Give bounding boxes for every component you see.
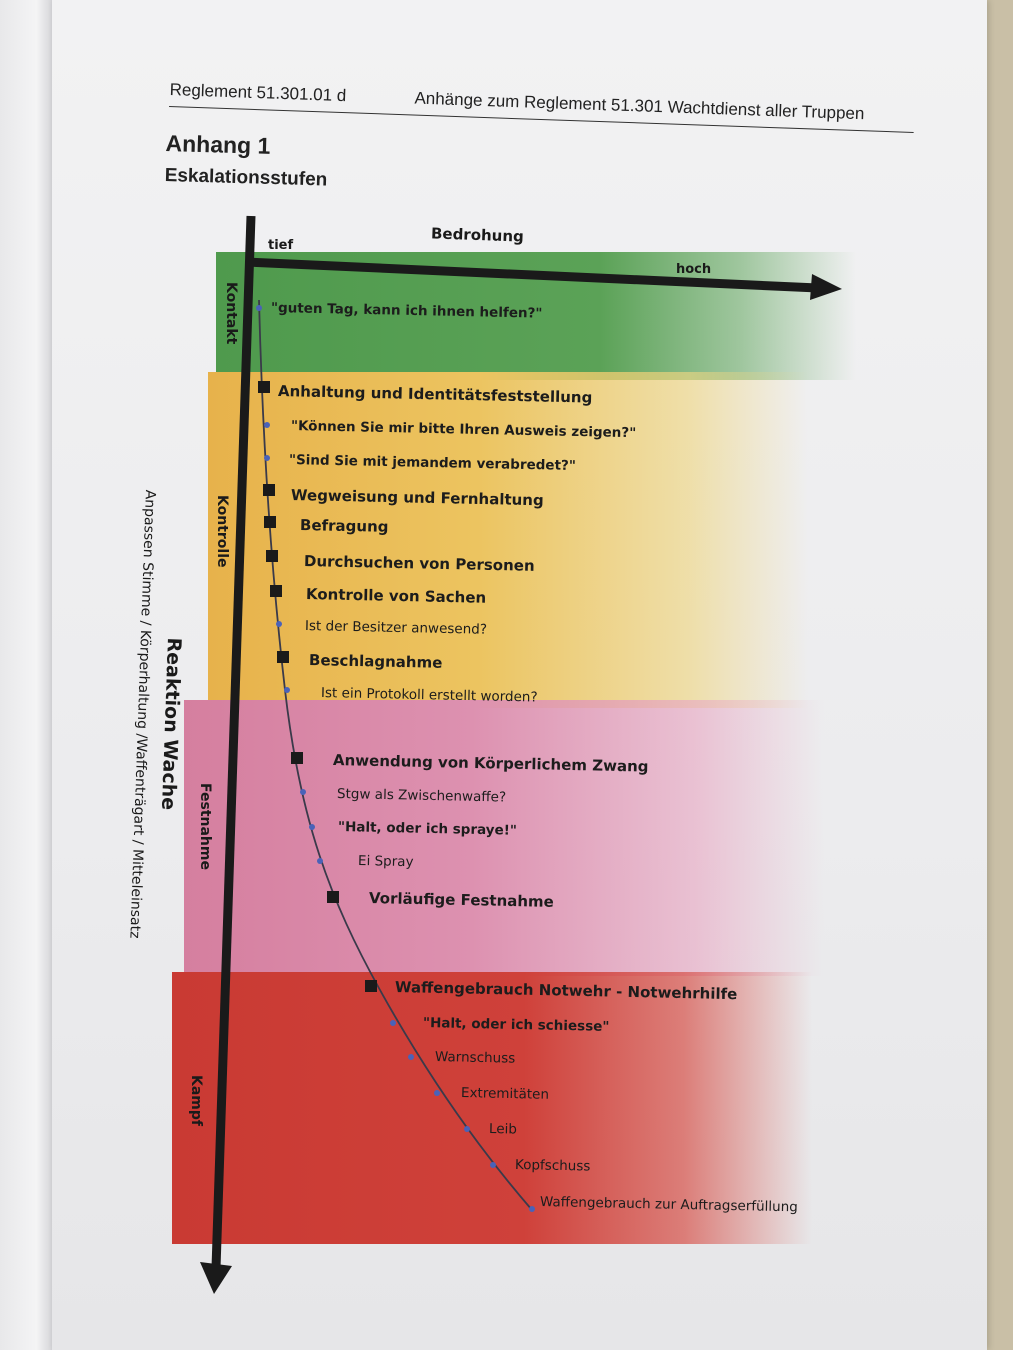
step-label: Vorläufige Festnahme — [368, 889, 555, 911]
minor-step-marker — [264, 455, 270, 461]
band-kampf — [172, 972, 812, 1244]
step-label: Kontrolle von Sachen — [305, 585, 487, 607]
minor-step-marker — [284, 687, 290, 693]
x-axis-high-label: hoch — [676, 262, 712, 277]
minor-step-marker — [490, 1162, 496, 1168]
y-axis-arrowhead — [200, 1262, 232, 1294]
binder-edge — [0, 0, 52, 1350]
escalation-curve — [258, 299, 533, 1211]
band-label-festnahme: Festnahme — [197, 783, 213, 870]
minor-step-marker — [256, 305, 262, 311]
major-step-marker — [264, 516, 276, 528]
major-step-marker — [365, 980, 377, 992]
minor-step-marker — [276, 621, 282, 627]
x-axis-line — [245, 257, 819, 293]
minor-step-marker — [408, 1054, 414, 1060]
minor-step-marker — [317, 858, 323, 864]
major-step-marker — [327, 891, 339, 903]
y-axis-line — [211, 215, 256, 1269]
minor-step-marker — [264, 422, 270, 428]
step-label: Befragung — [299, 516, 389, 536]
minor-step-marker — [434, 1090, 440, 1096]
minor-step-marker — [464, 1126, 470, 1132]
step-label: Leib — [488, 1121, 518, 1138]
band-kontrolle — [208, 372, 808, 708]
band-label-kampf: Kampf — [188, 1075, 204, 1126]
major-step-marker — [270, 585, 282, 597]
major-step-marker — [277, 651, 289, 663]
step-label: Beschlagnahme — [308, 651, 443, 672]
band-label-kontakt: Kontakt — [223, 282, 239, 345]
minor-step-marker — [300, 789, 306, 795]
minor-step-marker — [390, 1020, 396, 1026]
x-axis-title: Bedrohung — [430, 224, 525, 246]
minor-step-marker — [309, 824, 315, 830]
step-label: Warnschuss — [434, 1049, 516, 1067]
minor-step-marker — [529, 1206, 535, 1212]
step-label: Ei Spray — [357, 853, 414, 871]
step-label: Extremitäten — [460, 1085, 550, 1103]
major-step-marker — [266, 550, 278, 562]
major-step-marker — [291, 752, 303, 764]
major-step-marker — [258, 381, 270, 393]
x-axis-arrowhead — [810, 274, 842, 300]
major-step-marker — [263, 484, 275, 496]
band-festnahme — [184, 700, 824, 976]
band-label-kontrolle: Kontrolle — [214, 495, 230, 568]
x-axis-low-label: tief — [268, 238, 294, 253]
step-label: Kopfschuss — [514, 1157, 591, 1175]
